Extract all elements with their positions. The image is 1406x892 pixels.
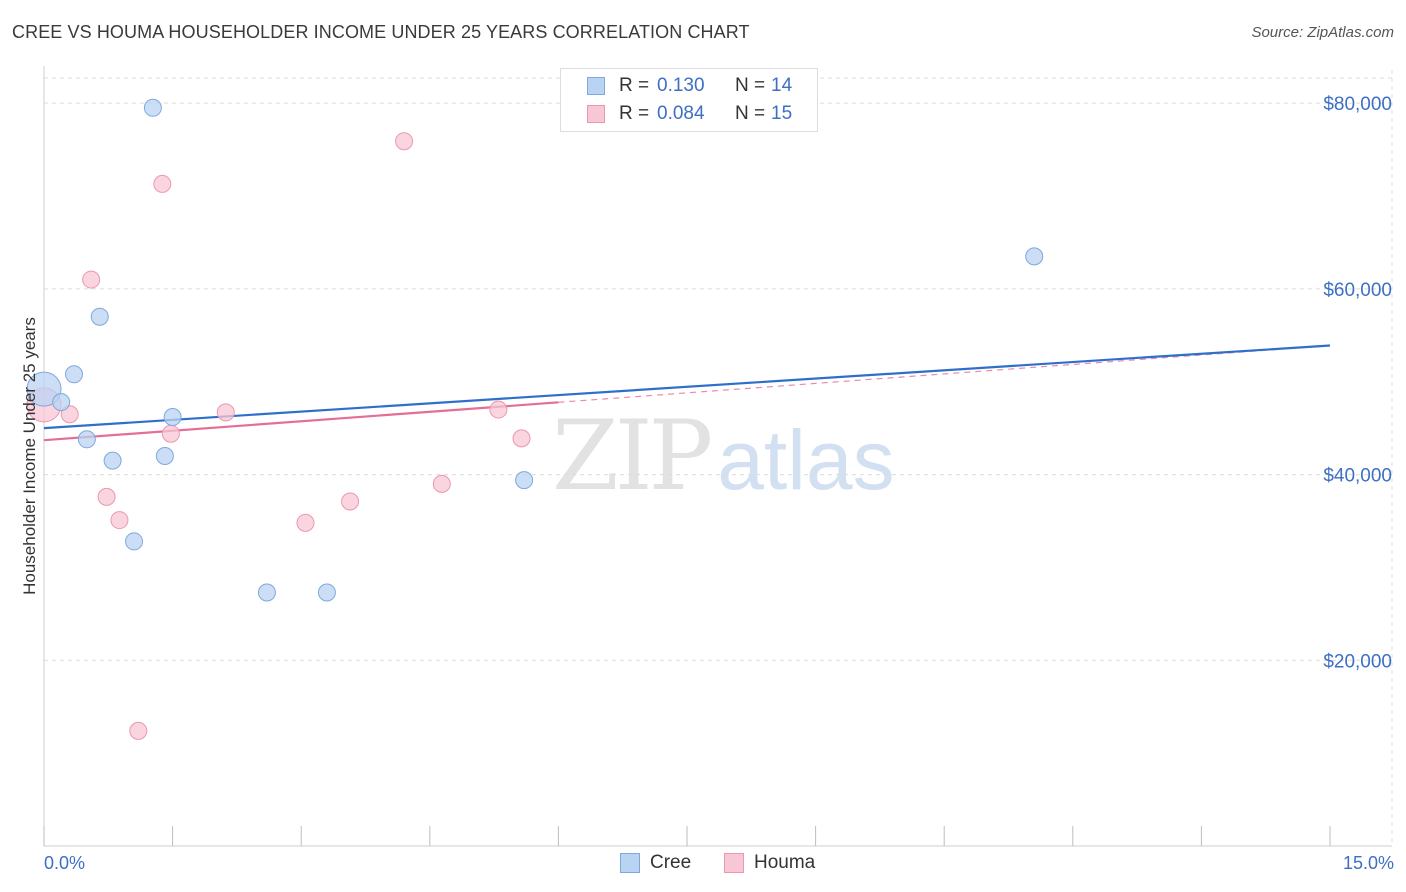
n-label: N = bbox=[735, 75, 766, 96]
y-tick-label: $40,000 bbox=[1323, 466, 1392, 487]
houma-point bbox=[296, 513, 315, 532]
watermark-atlas: atlas bbox=[717, 413, 895, 507]
legend-row-houma: R = 0.084 N = 15 bbox=[587, 101, 792, 127]
houma-point bbox=[82, 270, 101, 289]
r-value: 0.084 bbox=[657, 103, 705, 124]
houma-label: Houma bbox=[754, 852, 816, 873]
houma-swatch bbox=[724, 853, 744, 873]
houma-point bbox=[216, 403, 235, 422]
houma-point bbox=[129, 721, 148, 740]
cree-point bbox=[257, 583, 276, 602]
y-tick-label: $80,000 bbox=[1323, 94, 1392, 115]
bottom-legend-houma: Houma bbox=[724, 852, 815, 874]
trend-lines bbox=[43, 344, 1331, 442]
cree-swatch bbox=[587, 77, 605, 95]
houma-point bbox=[341, 492, 360, 511]
cree-point bbox=[103, 451, 122, 470]
bottom-legend-cree: Cree bbox=[620, 852, 691, 874]
n-label: N = bbox=[735, 103, 766, 124]
cree-point bbox=[26, 371, 62, 407]
r-label: R = bbox=[619, 103, 650, 124]
cree-point bbox=[90, 307, 109, 326]
y-axis-title: Householder Income Under 25 years bbox=[20, 317, 39, 595]
y-tick-label: $60,000 bbox=[1323, 280, 1392, 301]
data-points bbox=[26, 98, 1044, 740]
chart-title: CREE VS HOUMA HOUSEHOLDER INCOME UNDER 2… bbox=[12, 22, 750, 42]
r-value: 0.130 bbox=[657, 75, 705, 96]
x-tick-label: 15.0% bbox=[1343, 853, 1394, 873]
houma-point bbox=[489, 400, 508, 419]
houma-trend-dashed bbox=[558, 344, 1331, 403]
cree-point bbox=[317, 583, 336, 602]
houma-point bbox=[161, 424, 180, 443]
legend-row-cree: R = 0.130 N = 14 bbox=[587, 73, 792, 99]
cree-point bbox=[143, 98, 162, 117]
y-tick-label: $20,000 bbox=[1323, 651, 1392, 672]
cree-label: Cree bbox=[650, 852, 692, 873]
houma-trend-line bbox=[43, 401, 559, 442]
n-value: 14 bbox=[771, 75, 793, 96]
cree-point bbox=[155, 447, 174, 465]
source-label: Source: ZipAtlas.com bbox=[1251, 24, 1394, 41]
cree-point bbox=[163, 408, 182, 426]
cree-trend-line bbox=[43, 344, 1331, 430]
houma-point bbox=[432, 474, 451, 493]
grid-lines bbox=[44, 70, 1393, 846]
cree-point bbox=[77, 430, 96, 449]
n-value: 15 bbox=[771, 103, 793, 124]
watermark: ZIPatlas bbox=[552, 400, 895, 512]
cree-point bbox=[125, 532, 144, 551]
x-tick-label: 0.0% bbox=[44, 853, 85, 873]
houma-point bbox=[512, 429, 531, 448]
cree-point bbox=[65, 365, 84, 384]
cree-point bbox=[515, 471, 534, 490]
watermark-zip: ZIP bbox=[552, 400, 713, 512]
houma-point bbox=[110, 511, 129, 530]
axes bbox=[43, 66, 1392, 847]
r-label: R = bbox=[619, 75, 650, 96]
cree-point bbox=[1025, 247, 1044, 266]
axis-labels: $20,000 $40,000 $60,000 $80,000 0.0% 15.0% Hou… bbox=[20, 94, 1394, 873]
houma-point bbox=[97, 487, 116, 506]
cree-point bbox=[52, 393, 71, 412]
houma-point bbox=[153, 174, 172, 193]
houma-point bbox=[395, 132, 414, 151]
cree-swatch bbox=[620, 853, 640, 873]
houma-swatch bbox=[587, 105, 605, 123]
stats-legend: R = 0.130 N = 14 R = 0.084 N = 15 bbox=[560, 68, 818, 132]
